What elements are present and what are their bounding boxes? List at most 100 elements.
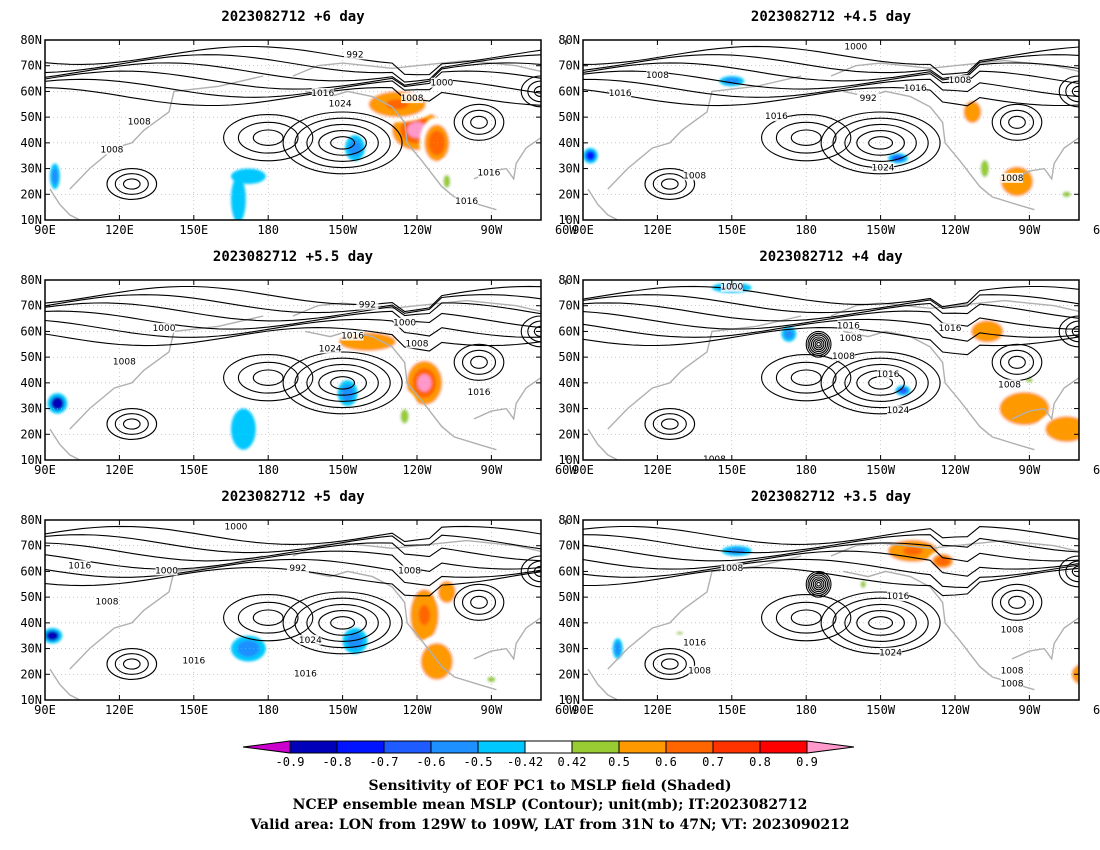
sensitivity-region — [45, 628, 63, 644]
contour-label-bg — [430, 77, 453, 88]
lon-tick-label: 60W — [555, 463, 577, 477]
isobar — [812, 338, 825, 351]
lon-tick-label: 120E — [105, 703, 134, 717]
contour-label-bg — [153, 322, 176, 333]
lat-tick-label: 30N — [558, 642, 580, 656]
contour-label-bg — [401, 93, 424, 104]
panel-title: 2023082712 +5 day — [221, 489, 365, 505]
shade-level — [46, 630, 59, 641]
isobar — [461, 349, 497, 375]
sensitivity-region — [476, 669, 507, 690]
isobar — [807, 332, 830, 356]
contour-label: 1016 — [68, 561, 91, 571]
contour-label: 1024 — [887, 406, 910, 416]
contour-label: 1024 — [329, 99, 352, 109]
contour-label: 1016 — [468, 388, 491, 398]
map-panel-6: 2023082712 +3.5 day 10081016101610241008… — [558, 489, 1100, 717]
isobar — [816, 581, 821, 587]
contour-label: 1008 — [398, 566, 421, 576]
lat-tick-label: 10N — [558, 693, 580, 707]
lat-tick-label: 80N — [558, 513, 580, 527]
isobar — [844, 123, 917, 162]
sensitivity-region — [1036, 411, 1079, 448]
lat-tick-label: 50N — [558, 590, 580, 604]
contour-label: 1008 — [96, 597, 119, 607]
isobar — [999, 589, 1035, 615]
map-frame — [582, 279, 1080, 461]
isobar — [807, 572, 830, 596]
colorbar-label: -0.5 — [464, 755, 493, 769]
shade-level — [585, 150, 596, 161]
isobar — [991, 343, 1043, 381]
contour-label: 1016 — [837, 321, 860, 331]
lon-tick-label: 60W — [1093, 223, 1100, 237]
isobar — [122, 418, 141, 430]
lat-tick-label: 40N — [20, 376, 42, 390]
contour-label: 1000 — [153, 324, 176, 334]
contour-label-bg — [182, 655, 205, 666]
coastline — [1011, 616, 1079, 661]
sensitivity-region — [927, 550, 958, 572]
contour-label-bg — [765, 111, 788, 122]
isobar — [814, 340, 823, 349]
isobar — [461, 109, 497, 135]
shade-level — [237, 171, 260, 182]
shade-level — [443, 174, 451, 188]
isobar — [814, 580, 823, 589]
isobar — [223, 594, 314, 642]
sensitivity-region — [895, 385, 911, 396]
isobar — [844, 363, 917, 402]
coastline — [49, 428, 81, 460]
isobar — [1065, 560, 1079, 583]
coastline — [473, 616, 541, 661]
lon-tick-label: 90E — [34, 463, 56, 477]
lon-tick-label: 150W — [866, 703, 896, 717]
isobar — [106, 168, 158, 200]
lon-tick-label: 180 — [795, 703, 817, 717]
isobar — [45, 78, 541, 98]
isobar — [45, 550, 541, 572]
isobar — [45, 542, 541, 562]
lon-tick-label: 90E — [572, 223, 594, 237]
lon-tick-label: 60W — [1093, 463, 1100, 477]
lat-tick-label: 20N — [558, 427, 580, 441]
isobar — [820, 111, 941, 175]
contour-label: 1008 — [101, 146, 124, 156]
coastline — [1011, 136, 1079, 181]
isobar — [816, 341, 821, 347]
mslp-contours: 992 1000 1016 1000 1024 1008 1008 1016 — [45, 280, 541, 460]
contour-label: 1008 — [683, 171, 706, 181]
isobar — [45, 534, 541, 554]
isobar — [306, 603, 379, 642]
lat-tick-label: 40N — [558, 376, 580, 390]
colorbar-label: 0.9 — [796, 755, 818, 769]
contour-label-bg — [100, 144, 123, 155]
isobar — [106, 648, 158, 680]
lat-tick-label: 40N — [558, 616, 580, 630]
shade-level — [233, 184, 244, 215]
contour-label: 1016 — [887, 592, 910, 602]
lon-tick-label: 120E — [643, 463, 672, 477]
contour-label-bg — [886, 591, 909, 602]
contour-label-bg — [879, 647, 902, 658]
shade-level — [51, 167, 59, 185]
shade-level — [903, 546, 923, 556]
lat-tick-label: 50N — [20, 110, 42, 124]
isobar — [533, 325, 541, 338]
sensitivity-shading — [583, 76, 1079, 205]
shade-level — [898, 387, 908, 394]
contour-label-bg — [1001, 665, 1024, 676]
contour-label: 1008 — [128, 117, 151, 127]
sensitivity-region — [49, 163, 60, 190]
isobar — [809, 334, 829, 355]
isobar — [810, 336, 827, 353]
lat-tick-label: 80N — [558, 33, 580, 47]
isobar — [810, 576, 827, 593]
isobar — [856, 610, 905, 636]
contour-label: 1008 — [1001, 174, 1024, 184]
isobar — [114, 173, 149, 195]
lon-tick-label: 60W — [1093, 703, 1100, 717]
lon-tick-label: 180 — [257, 463, 279, 477]
lat-tick-label: 60N — [558, 324, 580, 338]
lat-tick-label: 20N — [20, 427, 42, 441]
